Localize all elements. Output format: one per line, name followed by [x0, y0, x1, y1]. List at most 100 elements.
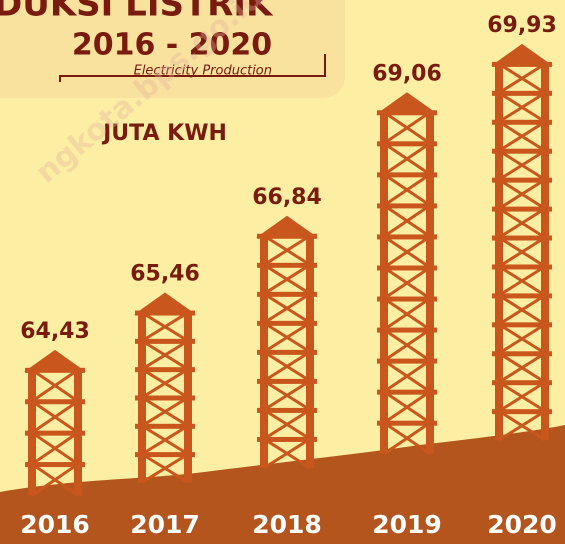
tower-rung — [492, 148, 552, 154]
subtitle-rule — [59, 54, 326, 82]
tower-brace — [141, 367, 189, 399]
tower-brace — [498, 236, 546, 268]
tower-rung — [257, 291, 317, 297]
tower-brace — [263, 234, 311, 267]
tower-rung — [135, 395, 195, 401]
tower-roof — [24, 349, 86, 372]
tower-brace — [498, 62, 546, 95]
tower-rung — [492, 322, 552, 328]
tower — [491, 43, 553, 442]
tower-brace — [263, 292, 311, 325]
tower-brace — [383, 297, 431, 331]
tower-brace — [383, 266, 431, 300]
tower-leg — [380, 112, 388, 454]
tower-brace — [263, 321, 311, 354]
tower-rung — [257, 320, 317, 326]
tower-rung — [492, 264, 552, 270]
tower-roof — [256, 215, 318, 238]
tower-brace — [141, 452, 189, 484]
value-label: 65,46 — [130, 262, 200, 287]
tower — [134, 292, 196, 484]
tower-brace — [383, 235, 431, 269]
tower-brace — [31, 431, 79, 466]
x-tick-label: 2019 — [372, 510, 442, 539]
chart-subtitle: 2016 - 2020 — [72, 28, 272, 63]
tower-brace — [263, 263, 311, 296]
tower-rung — [257, 262, 317, 268]
ground — [0, 425, 565, 544]
tower-brace — [263, 350, 311, 383]
tower-brace — [383, 204, 431, 238]
tower-roof — [376, 92, 438, 115]
tower-brace — [141, 339, 189, 371]
tower-leg — [426, 112, 434, 454]
tower-roof — [491, 43, 553, 66]
tower-leg — [495, 63, 503, 441]
tower-rung — [257, 436, 317, 442]
towers — [24, 43, 553, 497]
tower — [256, 215, 318, 470]
title-panel — [0, 0, 345, 98]
value-label: 64,43 — [20, 319, 90, 344]
x-tick-label: 2016 — [20, 510, 90, 539]
tower-rung — [492, 409, 552, 415]
tower-rung — [377, 203, 437, 209]
tower-rung — [257, 349, 317, 355]
tower-rung — [492, 235, 552, 241]
tower-brace — [383, 421, 431, 455]
tower-brace — [498, 120, 546, 152]
tower-brace — [498, 294, 546, 326]
tower-brace — [141, 396, 189, 428]
tower-rung — [492, 177, 552, 183]
chart-title: DUKSI LISTRIK — [0, 0, 274, 25]
tower-rung — [492, 119, 552, 125]
x-tick-label: 2018 — [252, 510, 322, 539]
tower-rung — [377, 265, 437, 271]
value-label: 69,93 — [487, 13, 557, 38]
tower-rung — [135, 338, 195, 344]
tower-brace — [498, 409, 546, 442]
tower-rung — [377, 234, 437, 240]
value-label: 66,84 — [252, 185, 322, 210]
tower-brace — [383, 328, 431, 362]
tower-rung — [377, 172, 437, 178]
tower-brace — [383, 359, 431, 393]
tower-rung — [492, 206, 552, 212]
tower-brace — [141, 311, 189, 343]
tower-rung — [492, 351, 552, 357]
unit-label: JUTA KWH — [101, 121, 227, 146]
tower — [24, 349, 86, 497]
tower-brace — [383, 111, 431, 145]
tower-brace — [31, 368, 79, 403]
subtitle-english: Electricity Production — [134, 64, 272, 79]
tower-brace — [498, 265, 546, 297]
tower-rung — [25, 399, 85, 405]
x-tick-label: 2020 — [487, 510, 557, 539]
tower-rung — [377, 389, 437, 395]
tower-brace — [31, 462, 79, 497]
tower-rung — [135, 367, 195, 373]
tower-brace — [383, 173, 431, 207]
tower-rung — [257, 378, 317, 384]
tower-brace — [263, 408, 311, 441]
tower-rung — [135, 452, 195, 458]
tower — [376, 92, 438, 455]
tower-rung — [377, 358, 437, 364]
tower-rung — [257, 407, 317, 413]
tower-brace — [263, 437, 311, 470]
value-label: 69,06 — [372, 61, 442, 86]
tower-rung — [377, 327, 437, 333]
tower-rung — [377, 296, 437, 302]
tower-brace — [383, 142, 431, 176]
tower-brace — [498, 352, 546, 384]
x-tick-label: 2017 — [130, 510, 200, 539]
tower-rung — [25, 462, 85, 468]
tower-roof — [134, 292, 196, 315]
tower-brace — [498, 149, 546, 181]
tower-brace — [498, 323, 546, 355]
tower-rung — [377, 141, 437, 147]
tower-brace — [498, 178, 546, 210]
tower-rung — [492, 90, 552, 96]
tower-rung — [377, 420, 437, 426]
